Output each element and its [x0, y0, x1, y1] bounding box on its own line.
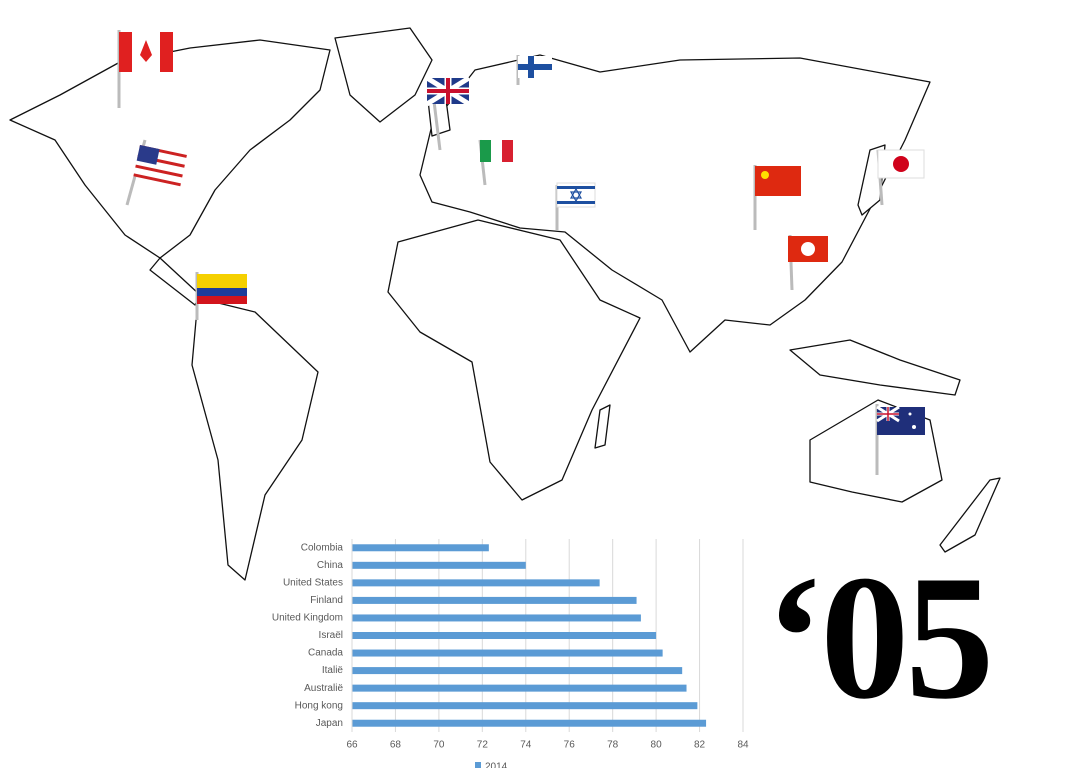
- y-tick-label: Israël: [319, 630, 343, 641]
- flag-finland: [516, 55, 552, 85]
- bar: [352, 684, 687, 692]
- bar: [352, 614, 641, 622]
- south-america: [191, 297, 319, 581]
- flag-canada: [117, 30, 173, 108]
- flag-japan: [876, 149, 925, 206]
- flag-colombia: [195, 272, 247, 320]
- year-label: ‘05: [765, 538, 994, 736]
- flag-italy: [478, 139, 513, 186]
- flag-israel: [555, 182, 596, 230]
- greenland: [334, 27, 433, 123]
- bar: [352, 561, 526, 569]
- bar: [352, 596, 637, 604]
- legend-label: 2014: [485, 762, 508, 768]
- y-tick-label: Australië: [304, 683, 343, 694]
- new-zealand: [939, 477, 1001, 553]
- bar: [352, 719, 707, 727]
- x-tick-label: 70: [433, 740, 445, 751]
- bar: [352, 667, 683, 675]
- y-tick-label: Finland: [310, 595, 343, 606]
- y-tick-label: Hong kong: [295, 700, 343, 711]
- x-tick-label: 82: [694, 740, 706, 751]
- y-tick-label: Canada: [308, 648, 343, 659]
- bar: [352, 579, 600, 587]
- y-tick-label: Japan: [316, 718, 343, 729]
- x-tick-label: 74: [520, 740, 532, 751]
- flag-hong-kong: [788, 234, 828, 291]
- y-tick-label: Colombia: [301, 542, 344, 553]
- x-tick-label: 68: [390, 740, 402, 751]
- y-tick-label: Italië: [322, 665, 344, 676]
- eurasia: [419, 54, 931, 353]
- x-tick-label: 66: [346, 740, 358, 751]
- y-tick-label: United Kingdom: [272, 613, 343, 624]
- y-tick-label: China: [317, 560, 344, 571]
- flag-usa: [125, 139, 187, 206]
- madagascar: [594, 404, 611, 449]
- x-tick-label: 76: [564, 740, 576, 751]
- flag-australia: [875, 404, 925, 475]
- y-tick-label: United States: [283, 578, 343, 589]
- indonesia: [789, 339, 961, 396]
- flag-uk: [425, 75, 471, 151]
- legend-swatch: [475, 762, 481, 768]
- bar: [352, 544, 489, 552]
- bar: [352, 649, 663, 657]
- flag-china: [753, 165, 801, 230]
- x-tick-label: 72: [477, 740, 489, 751]
- bar: [352, 702, 698, 710]
- bar: [352, 632, 657, 639]
- x-tick-label: 80: [651, 740, 663, 751]
- central-america: [149, 257, 201, 306]
- africa: [387, 219, 641, 501]
- x-tick-label: 78: [607, 740, 619, 751]
- x-tick-label: 84: [737, 740, 749, 751]
